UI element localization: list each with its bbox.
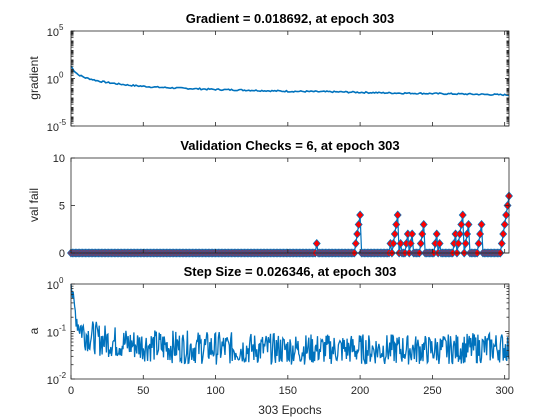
y-tick-label: 10	[47, 75, 59, 87]
val-fail-marker	[393, 210, 402, 220]
gradient-series	[70, 65, 509, 97]
gradient-line	[70, 65, 509, 97]
val-fail-marker	[461, 238, 470, 249]
x-tick-label: 300	[495, 385, 513, 397]
val-fail-marker	[499, 229, 508, 239]
gradient-panel: Gradient = 0.018692, at epoch 303 10 -510…	[27, 11, 510, 134]
val-fail-marker	[502, 210, 511, 220]
val-fail-marker	[458, 210, 467, 220]
val-fail-marker	[396, 238, 405, 249]
y-tick-exponent: -1	[59, 324, 67, 333]
y-tick-label: 10	[47, 328, 59, 340]
val-fail-marker	[476, 229, 485, 239]
val-fail-marker	[432, 229, 441, 239]
y-tick-label: 10	[47, 280, 59, 292]
y-tick-label: 5	[59, 201, 65, 213]
gradient-ylabel: gradient	[27, 56, 41, 100]
stepsize-xlabel: 303 Epochs	[258, 403, 321, 417]
y-tick-exponent: -5	[59, 118, 67, 127]
val-fail-marker	[497, 238, 506, 249]
y-tick-label: 10	[47, 27, 59, 39]
y-tick-label: 0	[59, 248, 65, 260]
val-fail-marker	[408, 229, 417, 239]
x-tick-label: 200	[351, 385, 369, 397]
stepsize-ylabel: a	[27, 327, 41, 334]
y-tick-label: 10	[47, 375, 59, 387]
val-fail-marker	[419, 219, 428, 230]
step-size-line	[70, 283, 510, 365]
val-fail-marker	[457, 219, 466, 230]
y-tick-exponent: 5	[59, 23, 64, 32]
val-fail-marker	[477, 219, 486, 230]
val-fail-marker	[356, 210, 365, 220]
validation-ylabel: val fail	[27, 188, 41, 222]
x-tick-label: 50	[137, 385, 149, 397]
val-fail-marker	[454, 238, 463, 249]
y-tick-exponent: 0	[59, 276, 64, 285]
validation-title: Validation Checks = 6, at epoch 303	[180, 138, 399, 153]
y-tick-label: 10	[47, 122, 59, 134]
val-fail-marker	[390, 229, 399, 239]
x-tick-label: 0	[68, 385, 74, 397]
val-fail-marker	[500, 219, 509, 230]
val-fail-marker	[463, 229, 472, 239]
y-tick-exponent: -2	[59, 371, 67, 380]
gradient-title: Gradient = 0.018692, at epoch 303	[186, 11, 394, 26]
val-fail-marker	[464, 219, 473, 230]
x-tick-label: 150	[279, 385, 297, 397]
stepsize-series	[70, 283, 510, 365]
val-fail-marker	[406, 238, 415, 249]
y-tick-exponent: 0	[59, 71, 64, 80]
validation-panel: Validation Checks = 6, at epoch 303 0 5 10…	[27, 138, 513, 260]
val-fail-marker	[455, 229, 464, 239]
val-fail-marker	[351, 238, 360, 249]
val-fail-marker	[312, 238, 321, 249]
val-fail-marker	[354, 219, 363, 230]
x-tick-label: 100	[206, 385, 224, 397]
val-fail-marker	[418, 229, 427, 239]
stepsize-panel: Step Size = 0.026346, at epoch 303 0 50 10…	[27, 264, 514, 417]
val-fail-marker	[389, 238, 398, 249]
stepsize-title: Step Size = 0.026346, at epoch 303	[184, 264, 397, 279]
val-fail-marker	[435, 238, 444, 249]
val-fail-marker	[353, 229, 362, 239]
val-fail-marker	[474, 238, 483, 249]
x-tick-label: 250	[423, 385, 441, 397]
val-fail-marker	[392, 219, 401, 230]
val-fail-marker	[416, 238, 425, 249]
y-tick-label: 10	[53, 153, 65, 165]
